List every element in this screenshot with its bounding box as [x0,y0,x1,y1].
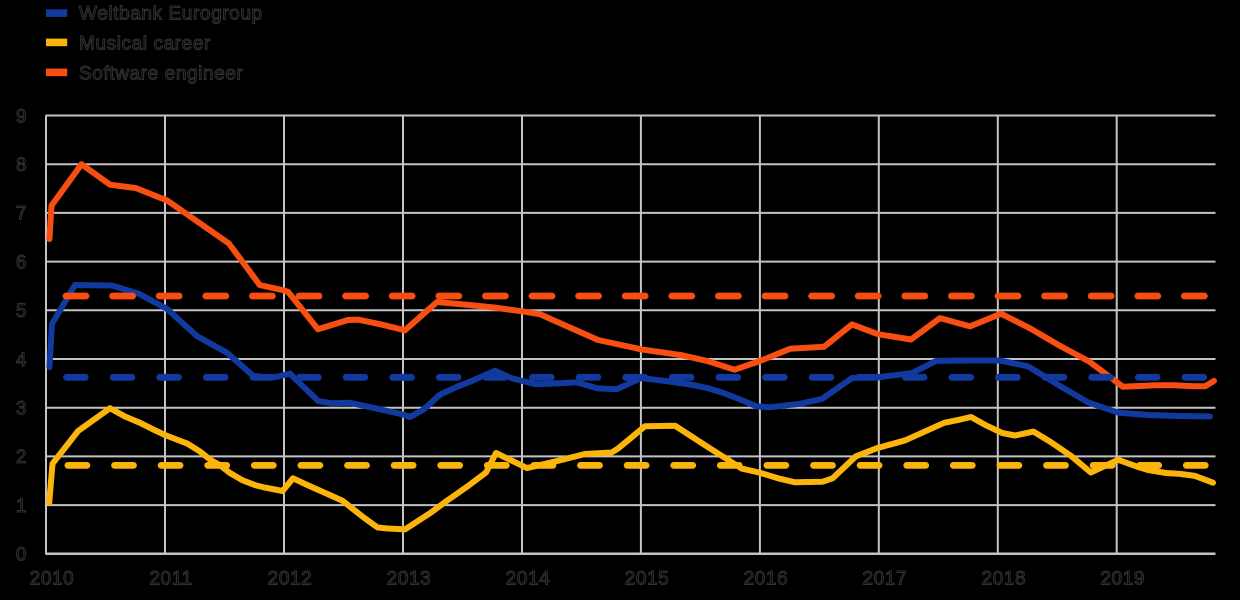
svg-text:Weltbank Eurogroup: Weltbank Eurogroup [79,3,263,24]
svg-text:Software engineer: Software engineer [79,63,243,84]
svg-text:Musical career: Musical career [79,33,211,54]
svg-text:5: 5 [16,301,27,322]
svg-text:8: 8 [16,155,27,176]
svg-text:9: 9 [16,106,27,127]
svg-text:2013: 2013 [387,569,432,590]
svg-text:2011: 2011 [149,569,192,590]
svg-text:2014: 2014 [506,569,551,590]
svg-text:2: 2 [16,447,27,468]
svg-text:2017: 2017 [862,569,907,590]
svg-text:7: 7 [16,204,27,225]
svg-text:0: 0 [16,545,27,566]
svg-text:2010: 2010 [30,569,75,590]
svg-text:2019: 2019 [1100,569,1145,590]
svg-text:2016: 2016 [744,569,789,590]
svg-text:2012: 2012 [268,569,313,590]
svg-text:3: 3 [16,399,27,420]
svg-text:6: 6 [16,252,27,273]
svg-text:4: 4 [16,350,27,371]
svg-text:2018: 2018 [981,569,1026,590]
svg-text:1: 1 [16,496,27,517]
svg-text:2015: 2015 [625,569,670,590]
